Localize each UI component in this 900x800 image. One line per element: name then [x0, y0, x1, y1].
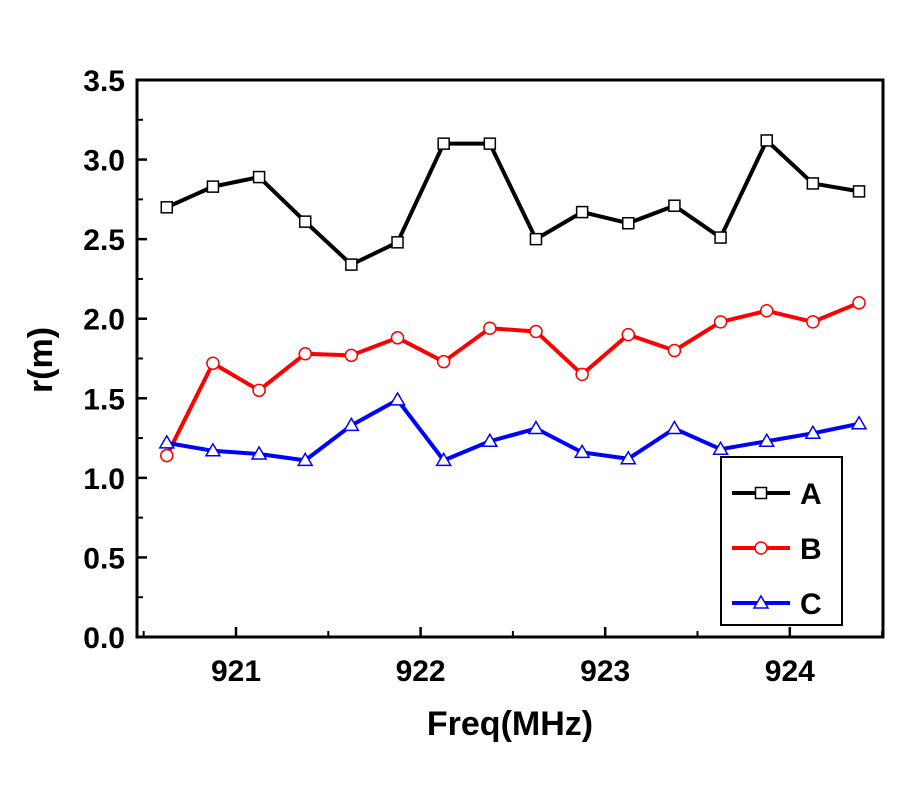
y-tick-label: 1.5 [83, 383, 125, 416]
series-line-C [166, 397, 860, 463]
data-point-C [296, 451, 314, 467]
data-point-B [436, 354, 451, 369]
data-point-C [527, 420, 545, 435]
series-line-A [165, 138, 860, 267]
series-B [160, 296, 866, 463]
data-point-C [158, 434, 176, 449]
legend-marker-C [752, 594, 770, 609]
y-tick-label: 1.0 [83, 463, 125, 496]
data-point-B [852, 296, 866, 310]
data-point-B [759, 304, 774, 318]
data-point-A [391, 236, 404, 249]
data-point-A [437, 137, 450, 150]
data-point-B [667, 343, 682, 358]
data-point-A [252, 170, 266, 184]
data-point-B [621, 327, 636, 342]
x-axis-title: Freq(MHz) [427, 705, 593, 743]
data-point-C [250, 445, 268, 460]
data-point-B [529, 324, 543, 339]
data-point-C [758, 432, 776, 448]
data-point-A [298, 215, 312, 228]
data-point-B [390, 331, 405, 345]
series-line-B [164, 300, 860, 457]
data-point-C [389, 391, 406, 406]
data-point-A [760, 134, 773, 147]
data-point-A [622, 216, 635, 230]
legend-marker-A [754, 486, 768, 500]
data-point-A [483, 137, 497, 150]
data-point-B [252, 383, 266, 398]
data-point-C [343, 416, 360, 432]
legend-label-B: B [800, 533, 822, 566]
data-point-C [573, 443, 591, 459]
y-axis-title: r(m) [22, 327, 60, 393]
data-point-A [575, 205, 589, 219]
legend-label-C: C [800, 588, 822, 621]
data-point-A [714, 231, 727, 244]
data-point-C [435, 451, 452, 467]
data-point-C [481, 432, 499, 448]
data-point-C [804, 424, 822, 440]
legend-marker-B [754, 541, 768, 555]
data-point-B [575, 367, 589, 382]
data-point-A [668, 199, 681, 212]
data-point-B [160, 448, 174, 463]
data-point-B [344, 348, 359, 363]
x-tick-label: 923 [580, 655, 630, 688]
axis-ticks: 0.0 0.5 1.0 1.5 2.0 2.5 3.0 3.5 921 922 923 924 [83, 65, 884, 688]
data-point-C [850, 415, 868, 430]
series-C [158, 391, 868, 467]
legend-label-A: A [800, 478, 822, 511]
legend: ABC [720, 456, 843, 626]
data-point-A [529, 232, 543, 246]
data-point-B [713, 315, 728, 329]
data-point-C [204, 442, 222, 457]
y-tick-label: 0.0 [83, 622, 125, 655]
data-point-C [619, 450, 637, 465]
data-point-A [160, 201, 174, 214]
x-tick-label: 924 [765, 655, 815, 688]
data-point-B [206, 356, 220, 371]
y-tick-label: 2.5 [83, 224, 125, 257]
data-point-B [298, 346, 312, 361]
y-tick-label: 2.0 [83, 304, 125, 337]
y-tick-label: 0.5 [83, 542, 125, 575]
data-point-B [483, 321, 497, 336]
data-point-A [806, 177, 820, 190]
y-tick-label: 3.0 [83, 145, 125, 178]
plot-marks [158, 134, 868, 467]
x-tick-label: 921 [211, 655, 261, 688]
series-A [160, 134, 866, 271]
data-point-B [806, 315, 820, 329]
y-tick-label: 3.5 [83, 65, 125, 98]
x-tick-label: 922 [396, 655, 446, 688]
data-point-A [852, 185, 866, 198]
data-point-C [712, 440, 729, 455]
data-point-A [206, 180, 220, 193]
legend-box [720, 456, 843, 626]
data-point-A [345, 258, 358, 271]
data-point-C [666, 420, 683, 435]
